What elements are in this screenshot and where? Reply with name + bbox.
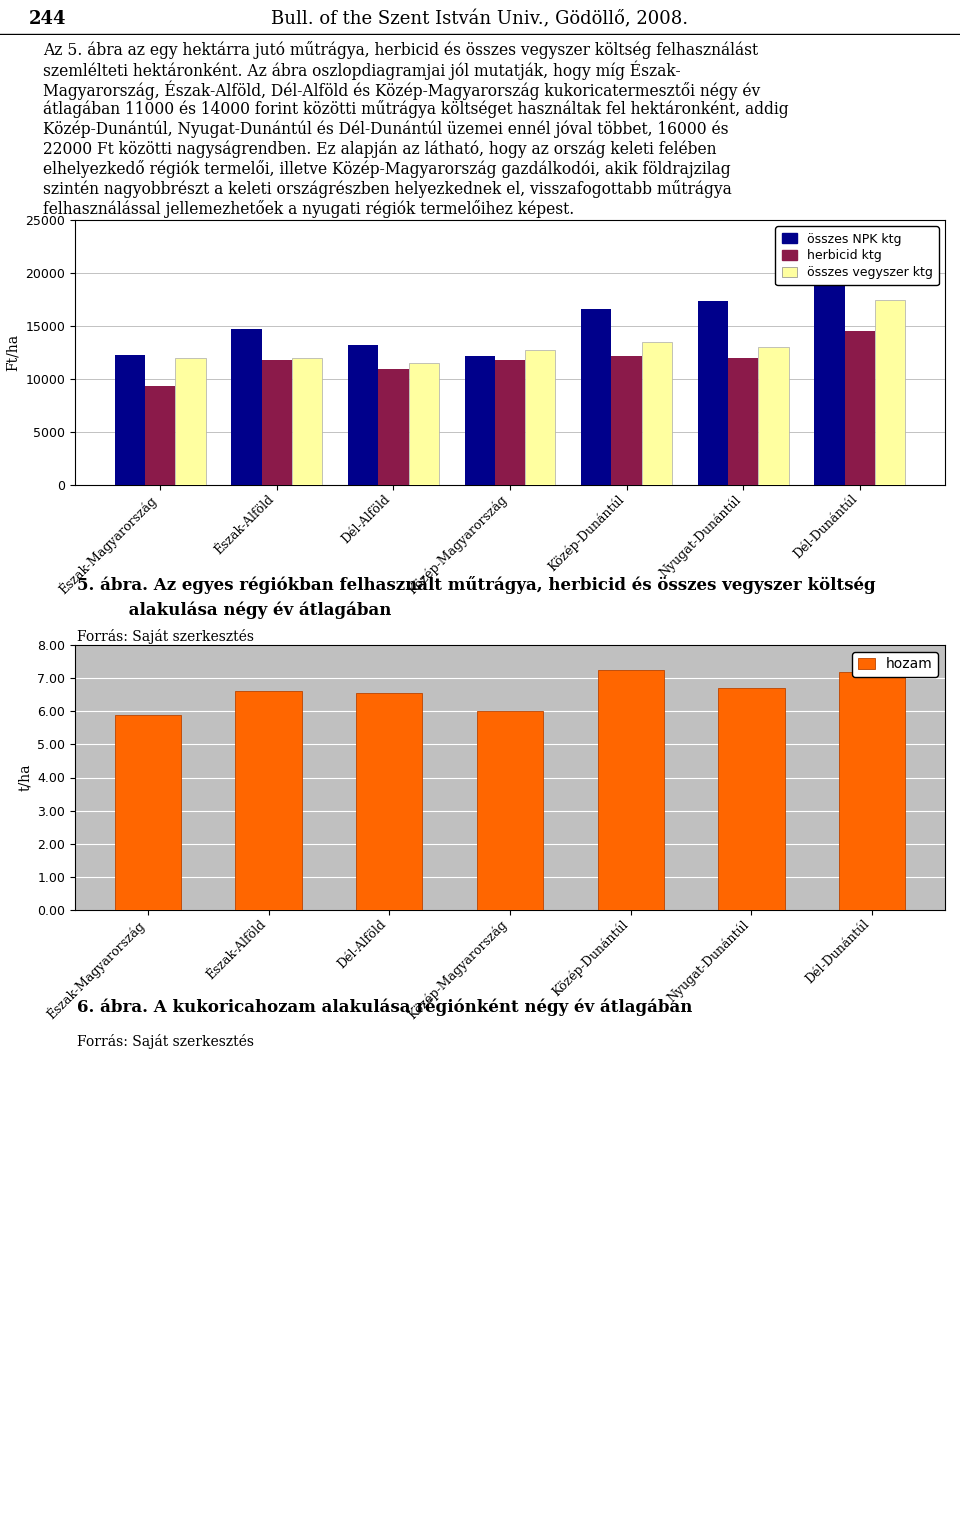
Y-axis label: Ft/ha: Ft/ha: [6, 334, 20, 370]
Bar: [612, 355, 642, 486]
Bar: [494, 360, 525, 486]
Bar: [348, 346, 378, 486]
Text: felhasználással jellemezhetőek a nyugati régiók termelőihez képest.: felhasználással jellemezhetőek a nyugati…: [43, 200, 574, 218]
Text: Magyarország, Észak-Alföld, Dél-Alföld és Közép-Magyarország kukoricatermesztői : Magyarország, Észak-Alföld, Dél-Alföld é…: [43, 80, 760, 100]
Bar: [597, 670, 664, 910]
Bar: [814, 252, 845, 486]
Text: Közép-Dunántúl, Nyugat-Dunántúl és Dél-Dunántúl üzemei ennél jóval többet, 16000: Közép-Dunántúl, Nyugat-Dunántúl és Dél-D…: [43, 120, 729, 138]
Bar: [176, 358, 205, 486]
Y-axis label: t/ha: t/ha: [17, 764, 32, 792]
Bar: [465, 355, 494, 486]
Bar: [839, 672, 905, 910]
Legend: hozam: hozam: [852, 652, 938, 678]
Bar: [876, 300, 905, 486]
Bar: [114, 715, 180, 910]
Bar: [581, 309, 612, 486]
Bar: [758, 347, 789, 486]
Text: elhelyezkedő régiók termelői, illetve Közép-Magyarország gazdálkodói, akik földr: elhelyezkedő régiók termelői, illetve Kö…: [43, 160, 731, 178]
Text: szintén nagyobbrészt a keleti országrészben helyezkednek el, visszafogottabb műt: szintén nagyobbrészt a keleti országrész…: [43, 180, 732, 198]
Text: Bull. of the Szent István Univ., Gödöllő, 2008.: Bull. of the Szent István Univ., Gödöllő…: [272, 11, 688, 28]
Bar: [292, 358, 323, 486]
Text: Forrás: Saját szerkesztés: Forrás: Saját szerkesztés: [77, 629, 253, 644]
Bar: [356, 693, 422, 910]
Bar: [845, 332, 876, 486]
Text: alakulása négy év átlagában: alakulása négy év átlagában: [77, 601, 391, 619]
Bar: [231, 329, 261, 486]
Bar: [145, 386, 176, 486]
Bar: [477, 710, 543, 910]
Bar: [718, 689, 784, 910]
Bar: [525, 350, 556, 486]
Text: 244: 244: [29, 11, 66, 28]
Legend: összes NPK ktg, herbicid ktg, összes vegyszer ktg: összes NPK ktg, herbicid ktg, összes veg…: [776, 226, 939, 286]
Bar: [235, 692, 301, 910]
Bar: [642, 341, 672, 486]
Bar: [261, 360, 292, 486]
Text: szemlélteti hektáronként. Az ábra oszlopdiagramjai jól mutatják, hogy míg Észak-: szemlélteti hektáronként. Az ábra oszlop…: [43, 60, 681, 80]
Text: átlagában 11000 és 14000 forint közötti műtrágya költséget használtak fel hektár: átlagában 11000 és 14000 forint közötti …: [43, 100, 789, 118]
Bar: [409, 363, 439, 486]
Text: Forrás: Saját szerkesztés: Forrás: Saját szerkesztés: [77, 1034, 253, 1048]
Bar: [114, 355, 145, 486]
Text: 22000 Ft közötti nagyságrendben. Ez alapján az látható, hogy az ország keleti fe: 22000 Ft közötti nagyságrendben. Ez alap…: [43, 140, 717, 158]
Bar: [698, 301, 728, 486]
Bar: [728, 358, 758, 486]
Text: Az 5. ábra az egy hektárra jutó műtrágya, herbicid és összes vegyszer költség fe: Az 5. ábra az egy hektárra jutó műtrágya…: [43, 40, 758, 58]
Bar: [378, 369, 409, 486]
Text: 6. ábra. A kukoricahozam alakulása régiónként négy év átlagában: 6. ábra. A kukoricahozam alakulása régió…: [77, 998, 692, 1016]
Text: 5. ábra. Az egyes régiókban felhasznált műtrágya, herbicid és összes vegyszer kö: 5. ábra. Az egyes régiókban felhasznált …: [77, 576, 876, 593]
